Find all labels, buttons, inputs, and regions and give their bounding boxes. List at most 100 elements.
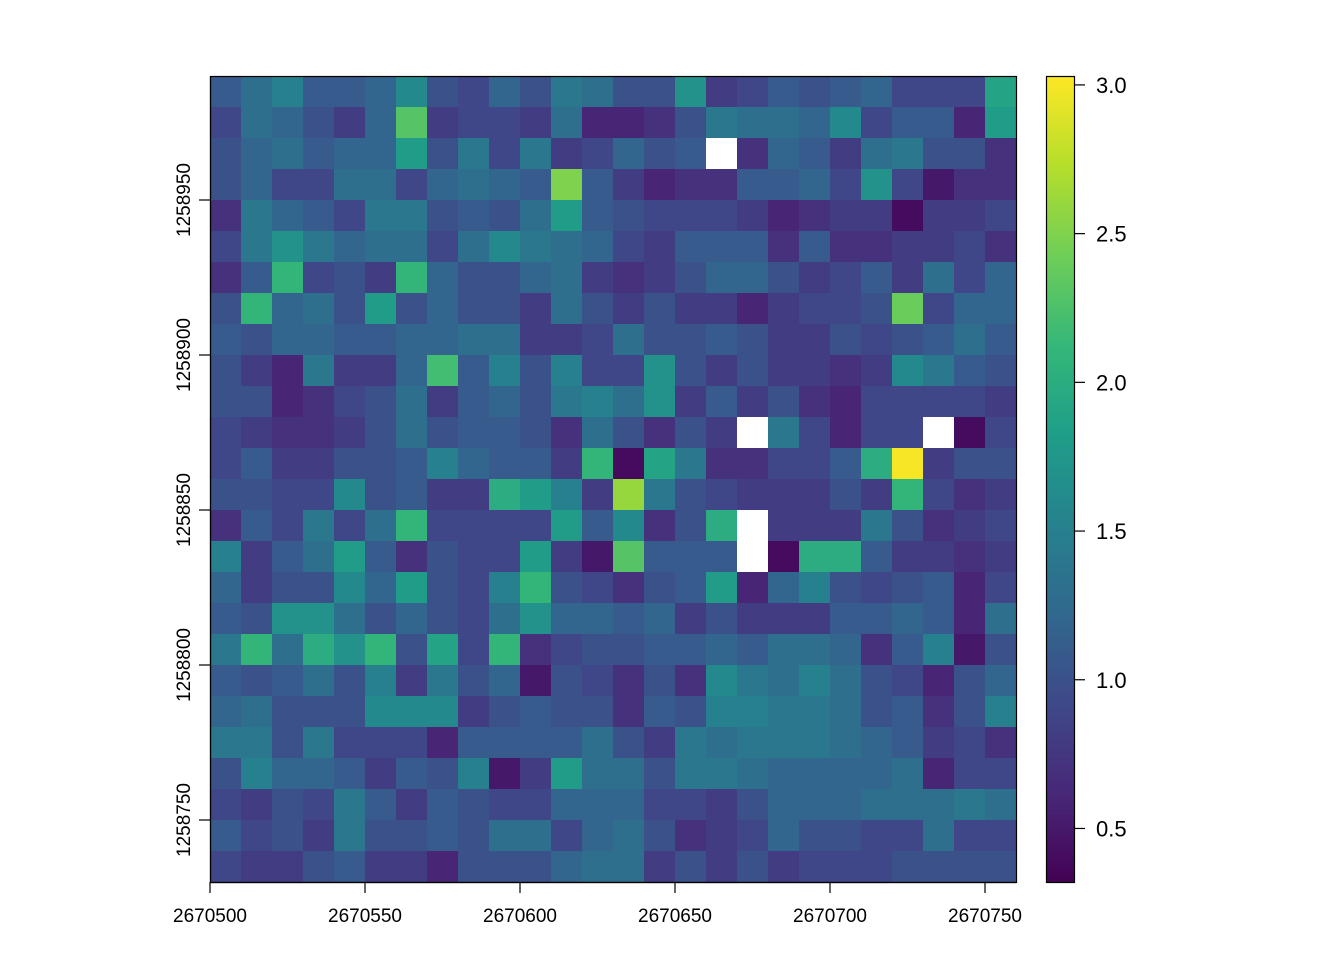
heatmap-cell [985, 603, 1017, 635]
colorbar-segment [1046, 402, 1074, 408]
heatmap-cell [892, 479, 924, 511]
colorbar-segment [1046, 196, 1074, 202]
heatmap-cell [644, 541, 676, 573]
heatmap-cell [675, 758, 707, 790]
heatmap-cell [830, 138, 862, 170]
heatmap-cell [985, 386, 1017, 418]
colorbar-segment [1046, 341, 1074, 347]
colorbar-segment [1046, 346, 1074, 351]
heatmap-cell [706, 510, 738, 542]
heatmap-cell [303, 200, 335, 232]
heatmap-cell [582, 386, 614, 418]
heatmap-cell [861, 448, 893, 480]
heatmap-cell [861, 200, 893, 232]
colorbar-segment [1046, 672, 1074, 678]
heatmap-cell [830, 262, 862, 294]
heatmap-cell [520, 138, 552, 170]
heatmap-cell [582, 758, 614, 790]
heatmap-cell [737, 603, 769, 635]
heatmap-cell [334, 262, 366, 294]
heatmap-cell [489, 169, 521, 201]
heatmap-cell [396, 696, 428, 728]
heatmap-cell [706, 696, 738, 728]
heatmap-cell [706, 727, 738, 759]
heatmap-cell [768, 572, 800, 604]
heatmap-cell [427, 293, 459, 325]
heatmap-cell [985, 324, 1017, 356]
heatmap-cell [706, 634, 738, 666]
heatmap-cell [892, 572, 924, 604]
heatmap-cell [768, 138, 800, 170]
colorbar-segment [1046, 692, 1074, 698]
heatmap-cell [985, 758, 1017, 790]
heatmap-cell [520, 665, 552, 697]
heatmap-cell [675, 417, 707, 449]
heatmap-cell [644, 293, 676, 325]
colorbar-segment [1046, 813, 1074, 819]
heatmap-cell [582, 138, 614, 170]
heatmap-cell [241, 386, 273, 418]
x-axis: 2670500 2670550 2670600 2670650 2670700 26707… [173, 881, 1022, 927]
colorbar-segment [1046, 603, 1074, 609]
colorbar-segment [1046, 136, 1074, 142]
heatmap-cell [892, 851, 924, 883]
heatmap-cell [427, 479, 459, 511]
heatmap-cell [334, 696, 366, 728]
heatmap-cell [923, 789, 955, 821]
heatmap-cell [334, 231, 366, 263]
heatmap-cell [272, 169, 304, 201]
heatmap-cell [582, 293, 614, 325]
colorbar-tick-label: 0.5 [1096, 816, 1127, 841]
heatmap-cell [551, 696, 583, 728]
heatmap-cell [396, 665, 428, 697]
heatmap-cell [830, 758, 862, 790]
heatmap-cell [830, 355, 862, 387]
heatmap-cell [954, 200, 986, 232]
heatmap-cell [861, 76, 893, 108]
heatmap-cell [582, 665, 614, 697]
colorbar-segment [1046, 781, 1074, 786]
heatmap-cell [675, 231, 707, 263]
heatmap-cell [954, 324, 986, 356]
heatmap-cell [303, 107, 335, 139]
colorbar-segment [1046, 350, 1074, 355]
heatmap-cell [644, 200, 676, 232]
colorbar-segment [1046, 394, 1074, 399]
colorbar-segment [1046, 172, 1074, 178]
colorbar-segment [1046, 817, 1074, 823]
heatmap-cell [427, 851, 459, 883]
heatmap-cell [644, 603, 676, 635]
heatmap-cell [954, 479, 986, 511]
heatmap-cell [489, 727, 521, 759]
colorbar-segment [1046, 676, 1074, 682]
heatmap-cell [954, 634, 986, 666]
heatmap-cell [458, 820, 490, 852]
heatmap-cell [458, 200, 490, 232]
colorbar-segment [1046, 491, 1074, 496]
heatmap-cell [706, 603, 738, 635]
heatmap-cell [489, 293, 521, 325]
heatmap-cell [737, 448, 769, 480]
heatmap-cell [551, 293, 583, 325]
heatmap-cell [768, 231, 800, 263]
colorbar-segment [1046, 265, 1074, 271]
heatmap-cell [613, 386, 645, 418]
colorbar-segment [1046, 632, 1074, 637]
heatmap-cell [644, 665, 676, 697]
colorbar-segment [1046, 688, 1074, 694]
colorbar-segment [1046, 732, 1074, 738]
heatmap-cell [303, 603, 335, 635]
colorbar-segment [1046, 761, 1074, 766]
heatmap-cell [613, 169, 645, 201]
heatmap-cell [830, 510, 862, 542]
heatmap-cell [861, 572, 893, 604]
heatmap-cell [644, 727, 676, 759]
heatmap-cell [737, 355, 769, 387]
heatmap-cell [613, 572, 645, 604]
heatmap-cell [396, 727, 428, 759]
colorbar-segment [1046, 329, 1074, 335]
colorbar-segment [1046, 809, 1074, 815]
heatmap-cell [768, 634, 800, 666]
heatmap-cell [923, 758, 955, 790]
